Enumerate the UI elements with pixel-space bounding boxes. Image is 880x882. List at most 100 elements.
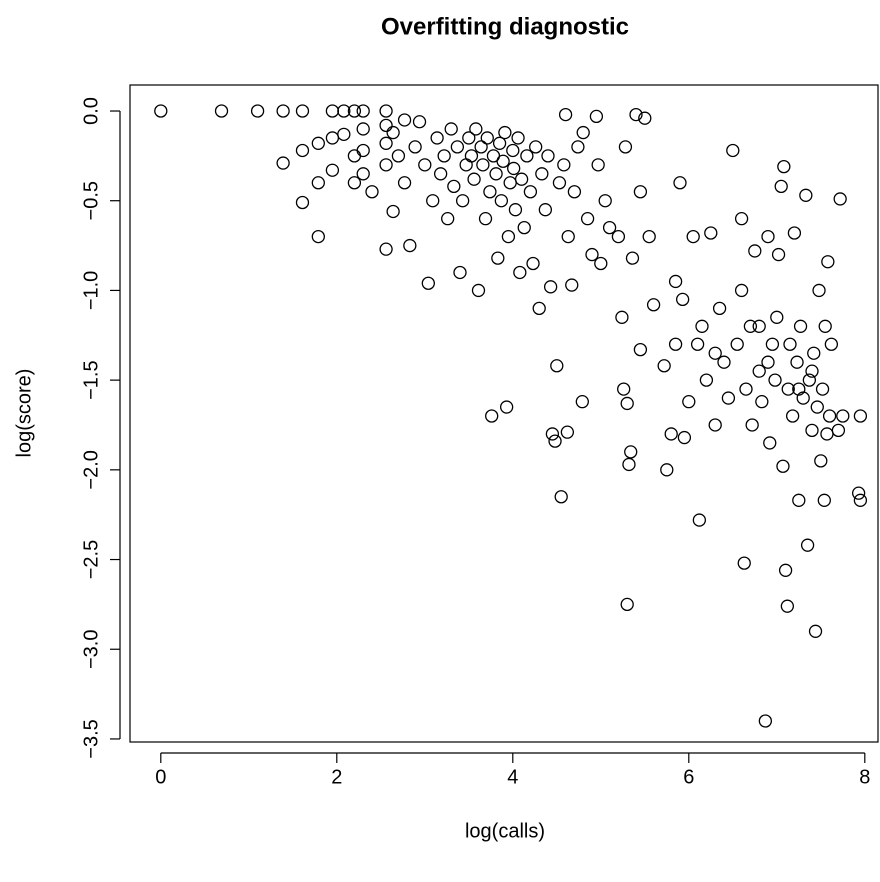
point [620, 396, 634, 411]
point [567, 185, 582, 199]
point [792, 493, 806, 507]
point [557, 158, 571, 172]
point [543, 280, 558, 294]
point [386, 204, 400, 219]
point [489, 167, 503, 181]
point [692, 513, 707, 527]
point [730, 337, 744, 351]
point [633, 185, 648, 199]
point [325, 163, 340, 177]
point [690, 337, 705, 351]
point [777, 159, 791, 174]
point [494, 194, 509, 208]
point [541, 149, 555, 163]
point [836, 409, 850, 423]
point [474, 140, 488, 154]
point [462, 131, 476, 145]
point [793, 319, 808, 333]
point [807, 346, 821, 360]
point [450, 140, 465, 154]
point [853, 493, 868, 507]
point [430, 131, 444, 145]
x-tick-label: 4 [507, 766, 518, 788]
point [591, 158, 605, 172]
point [491, 251, 505, 265]
point [668, 274, 683, 289]
point [771, 247, 786, 262]
point [625, 251, 640, 265]
point [379, 242, 393, 256]
point [618, 140, 633, 154]
point [561, 229, 575, 244]
point [739, 382, 753, 396]
chart-title: Overfitting diagnostic [381, 13, 629, 40]
point [585, 247, 599, 262]
point [708, 346, 722, 360]
point [668, 337, 683, 351]
point [523, 185, 538, 199]
point [748, 244, 762, 258]
point [853, 409, 868, 423]
point [802, 373, 817, 387]
point [356, 104, 370, 118]
point [483, 185, 497, 199]
point [638, 111, 652, 125]
point [511, 131, 525, 145]
point [444, 122, 458, 136]
point [646, 298, 661, 312]
point [365, 185, 379, 199]
point [622, 457, 636, 472]
point [276, 104, 290, 118]
point [726, 143, 740, 158]
x-tick-label: 0 [155, 766, 166, 788]
point [673, 176, 687, 190]
point [695, 319, 709, 333]
point [737, 556, 751, 570]
point [800, 538, 815, 552]
point [734, 212, 749, 226]
point [154, 104, 168, 118]
x-tick-label: 2 [331, 766, 342, 788]
point [783, 337, 797, 351]
point [356, 143, 370, 158]
point [755, 395, 769, 409]
point [821, 255, 835, 269]
point [642, 229, 656, 244]
point [682, 395, 696, 409]
point [598, 194, 612, 208]
point [745, 418, 759, 432]
point [704, 226, 718, 240]
point [770, 310, 784, 324]
point [520, 149, 534, 163]
point [276, 156, 290, 170]
point [761, 355, 775, 369]
point [708, 418, 722, 432]
point [464, 149, 479, 163]
point [535, 167, 549, 181]
point [469, 122, 483, 136]
point [337, 104, 351, 118]
point [712, 301, 727, 316]
point [815, 382, 830, 396]
point [471, 283, 486, 298]
point [391, 149, 406, 163]
point [496, 154, 510, 168]
point [325, 104, 340, 118]
point [532, 301, 546, 316]
point [552, 176, 567, 190]
point [571, 140, 585, 154]
point [492, 136, 507, 150]
point [778, 563, 793, 577]
point [426, 194, 440, 208]
point [476, 158, 490, 172]
point [620, 597, 634, 612]
point [633, 342, 648, 357]
point [517, 220, 531, 235]
point [499, 400, 514, 414]
point [780, 599, 795, 613]
point [529, 140, 543, 154]
point [576, 125, 590, 140]
point [447, 179, 461, 194]
point [386, 125, 400, 140]
point [325, 131, 340, 145]
